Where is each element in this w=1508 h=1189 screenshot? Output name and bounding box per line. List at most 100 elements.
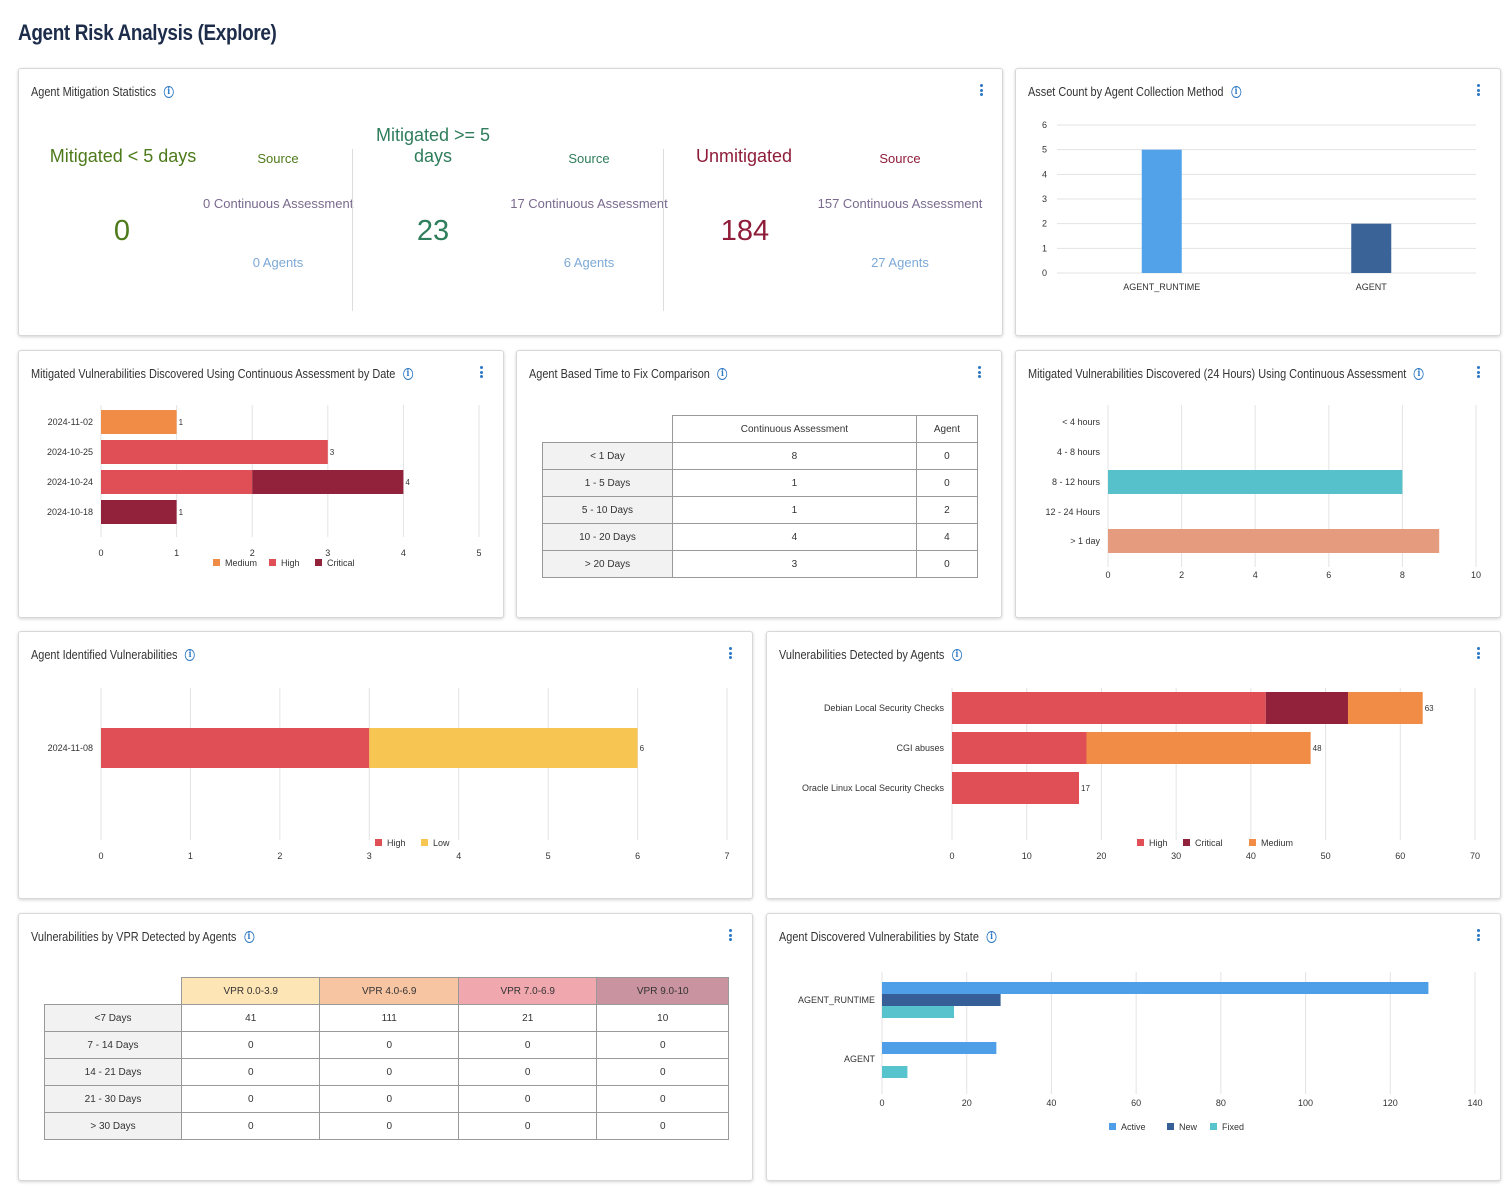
x-tick-label: 8 — [1400, 570, 1405, 580]
x-tick-label: 20 — [1096, 851, 1106, 861]
table-row: < 1 Day 8 0 — [542, 442, 979, 470]
card-title-text: Mitigated Vulnerabilities Discovered (24… — [1028, 366, 1407, 381]
x-tick-label: 0 — [1105, 570, 1110, 580]
more-options-icon[interactable] — [725, 929, 735, 943]
x-tick-label: 10 — [1022, 851, 1032, 861]
x-tick-label: 20 — [962, 1098, 972, 1108]
more-options-icon[interactable] — [1473, 84, 1483, 98]
legend-label: Active — [1121, 1122, 1146, 1132]
x-tick-label: 30 — [1171, 851, 1181, 861]
info-icon[interactable]: i — [951, 648, 962, 661]
y-tick-label: Debian Local Security Checks — [824, 703, 945, 713]
x-tick-label: 1 — [188, 851, 193, 861]
info-icon[interactable]: i — [163, 85, 174, 98]
data-label: 4 — [405, 478, 410, 487]
x-tick-label: 5 — [546, 851, 551, 861]
more-options-icon[interactable] — [1473, 366, 1483, 380]
card-title: Mitigated Vulnerabilities Discovered Usi… — [31, 366, 414, 381]
table-row: > 20 Days 3 0 — [542, 550, 979, 578]
more-options-icon[interactable] — [725, 647, 735, 661]
y-tick-label: 4 - 8 hours — [1057, 447, 1101, 457]
table-cell: 111 — [319, 1004, 459, 1032]
card-time-to-fix: Agent Based Time to Fix Comparison i Cont… — [516, 350, 1002, 618]
vpr-table: VPR 0.0-3.9 VPR 4.0-6.9 VPR 7.0-6.9 VPR 9.0… — [44, 977, 729, 1140]
info-icon[interactable]: i — [986, 930, 997, 943]
table-cell: 0 — [319, 1058, 459, 1086]
bar — [1141, 149, 1182, 273]
card-title-text: Mitigated Vulnerabilities Discovered Usi… — [31, 366, 396, 381]
page-title: Agent Risk Analysis (Explore) — [18, 20, 277, 45]
legend-label: High — [387, 838, 406, 848]
stat-value-mitigated-gte5: 23 — [416, 215, 450, 247]
y-tick-label: 2024-10-18 — [47, 507, 93, 517]
legend-label: New — [1179, 1122, 1198, 1132]
info-icon[interactable]: i — [185, 648, 196, 661]
x-tick-label: 140 — [1467, 1098, 1482, 1108]
table-cell: 0 — [457, 1058, 598, 1086]
x-tick-label: AGENT — [1356, 282, 1388, 292]
table-row: 14 - 21 Days 0 0 0 0 — [44, 1058, 729, 1086]
x-tick-label: 40 — [1046, 1098, 1056, 1108]
x-tick-label: 1 — [174, 548, 179, 558]
table-row: > 30 Days 0 0 0 0 — [44, 1112, 729, 1140]
more-options-icon[interactable] — [1473, 647, 1483, 661]
card-title: Vulnerabilities by VPR Detected by Agent… — [31, 929, 255, 944]
info-icon[interactable]: i — [717, 367, 728, 380]
more-options-icon[interactable] — [476, 366, 486, 380]
y-tick-label: 2 — [1042, 219, 1047, 229]
bar-segment — [1086, 732, 1311, 764]
bar — [1108, 470, 1403, 494]
table-row: 21 - 30 Days 0 0 0 0 — [44, 1085, 729, 1113]
x-tick-label: 4 — [1253, 570, 1258, 580]
legend-swatch — [1167, 1123, 1174, 1130]
y-tick-label: 2024-10-24 — [47, 477, 93, 487]
more-options-icon[interactable] — [974, 366, 984, 380]
table-cell: 0 — [457, 1112, 598, 1140]
info-icon[interactable]: i — [1413, 367, 1424, 380]
y-tick-label: 4 — [1042, 169, 1047, 179]
y-tick-label: 3 — [1042, 194, 1047, 204]
card-title: Vulnerabilities Detected by Agents i — [779, 647, 962, 662]
table-row: 5 - 10 Days 1 2 — [542, 496, 979, 524]
stat-label-mitigated-gte5: Mitigated >= 5 days — [375, 125, 491, 166]
row-header: 1 - 5 Days — [542, 469, 673, 497]
info-icon[interactable]: i — [243, 930, 255, 943]
table-cell: 0 — [180, 1058, 321, 1086]
data-label: 48 — [1313, 744, 1322, 753]
legend-label: Critical — [327, 558, 355, 568]
x-tick-label: 100 — [1298, 1098, 1313, 1108]
info-icon[interactable]: i — [402, 367, 414, 380]
legend-swatch — [421, 839, 428, 846]
card-title-text: Asset Count by Agent Collection Method — [1028, 84, 1224, 99]
bar — [882, 1006, 955, 1018]
x-tick-label: 120 — [1383, 1098, 1398, 1108]
table-cell: 8 — [671, 442, 917, 470]
bar — [882, 1066, 908, 1078]
y-tick-label: AGENT — [844, 1054, 876, 1064]
source-agents: 27 Agents — [871, 255, 929, 270]
more-options-icon[interactable] — [1473, 929, 1483, 943]
more-options-icon[interactable] — [976, 84, 986, 98]
x-tick-label: 2 — [1179, 570, 1184, 580]
card-by-state: Agent Discovered Vulnerabilities by Stat… — [766, 913, 1501, 1181]
data-label: 1 — [179, 508, 184, 517]
y-tick-label: Oracle Linux Local Security Checks — [802, 783, 945, 793]
y-tick-label: > 1 day — [1070, 536, 1100, 546]
agent-identified-chart: 0 1 2 3 4 5 6 7 2024-11-08 6 High Low — [48, 688, 730, 861]
legend-swatch — [375, 839, 382, 846]
table-cell: 0 — [457, 1031, 598, 1059]
bar-segment — [1347, 692, 1423, 724]
divider — [663, 149, 664, 311]
column-header: VPR 9.0-10 — [596, 977, 729, 1005]
table-cell: 4 — [671, 523, 917, 551]
table-cell: 0 — [319, 1112, 459, 1140]
row-header: 21 - 30 Days — [44, 1085, 182, 1113]
stat-value-unmitigated: 184 — [720, 215, 770, 247]
row-header: 5 - 10 Days — [542, 496, 673, 524]
legend-label: Low — [433, 838, 450, 848]
card-title: Mitigated Vulnerabilities Discovered (24… — [1028, 366, 1424, 381]
card-title-text: Agent Identified Vulnerabilities — [31, 647, 178, 662]
x-tick-label: AGENT_RUNTIME — [1123, 282, 1200, 292]
info-icon[interactable]: i — [1231, 85, 1242, 98]
table-row: 10 - 20 Days 4 4 — [542, 523, 979, 551]
